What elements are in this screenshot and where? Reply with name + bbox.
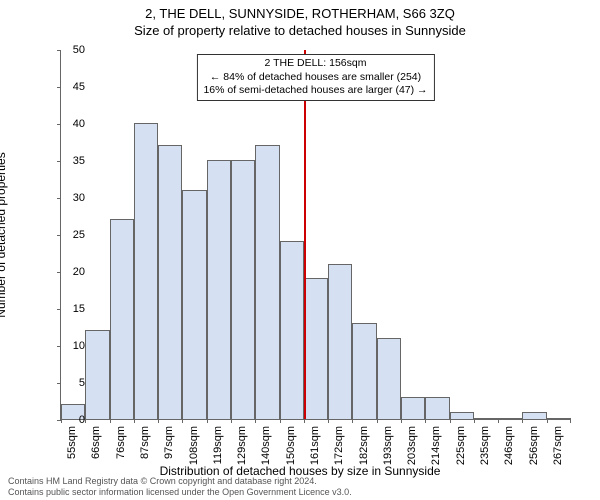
xtick-label: 108sqm — [188, 426, 200, 465]
xtick-label: 182sqm — [358, 426, 370, 465]
ytick-label: 45 — [55, 81, 85, 93]
bar — [498, 418, 522, 419]
xtick-label: 87sqm — [139, 426, 151, 459]
xtick-label: 193sqm — [382, 426, 394, 465]
xtick-mark — [401, 419, 402, 423]
bar — [134, 123, 158, 419]
xtick-label: 235sqm — [479, 426, 491, 465]
xtick-mark — [110, 419, 111, 423]
xtick-label: 161sqm — [309, 426, 321, 465]
bar — [401, 397, 425, 419]
bar — [85, 330, 109, 419]
xtick-mark — [255, 419, 256, 423]
xtick-mark — [85, 419, 86, 423]
page-subtitle: Size of property relative to detached ho… — [0, 21, 600, 38]
bar — [547, 418, 571, 419]
footer-line1: Contains HM Land Registry data © Crown c… — [8, 476, 352, 487]
ytick-label: 40 — [55, 118, 85, 130]
xtick-label: 214sqm — [430, 426, 442, 465]
annotation-line2: ← 84% of detached houses are smaller (25… — [203, 71, 427, 85]
annotation-box: 2 THE DELL: 156sqm ← 84% of detached hou… — [196, 54, 434, 101]
xtick-mark — [450, 419, 451, 423]
xtick-mark — [570, 419, 571, 423]
xtick-label: 76sqm — [115, 426, 127, 459]
bar — [255, 145, 279, 419]
bar — [450, 412, 474, 419]
xtick-mark — [158, 419, 159, 423]
xtick-mark — [304, 419, 305, 423]
xtick-label: 55sqm — [66, 426, 78, 459]
xtick-label: 66sqm — [90, 426, 102, 459]
xtick-mark — [522, 419, 523, 423]
chart-root: 2, THE DELL, SUNNYSIDE, ROTHERHAM, S66 3… — [0, 0, 600, 500]
footer-line2: Contains public sector information licen… — [8, 487, 352, 498]
xtick-label: 97sqm — [163, 426, 175, 459]
footer: Contains HM Land Registry data © Crown c… — [8, 476, 352, 498]
annotation-line1: 2 THE DELL: 156sqm — [203, 57, 427, 71]
ytick-label: 5 — [55, 377, 85, 389]
plot-area: 2 THE DELL: 156sqm ← 84% of detached hou… — [60, 50, 570, 420]
xtick-label: 172sqm — [333, 426, 345, 465]
bar — [182, 190, 206, 419]
xtick-label: 225sqm — [455, 426, 467, 465]
bar — [474, 418, 498, 419]
marker-line — [304, 50, 306, 419]
bar — [522, 412, 546, 419]
xtick-mark — [231, 419, 232, 423]
bar — [425, 397, 449, 419]
bar — [328, 264, 352, 419]
bar — [280, 241, 304, 419]
xtick-label: 129sqm — [236, 426, 248, 465]
annotation-line3: 16% of semi-detached houses are larger (… — [203, 84, 427, 98]
xtick-label: 150sqm — [285, 426, 297, 465]
xtick-mark — [352, 419, 353, 423]
xtick-mark — [207, 419, 208, 423]
ytick-label: 0 — [55, 414, 85, 426]
xtick-mark — [134, 419, 135, 423]
ytick-label: 15 — [55, 303, 85, 315]
bar — [158, 145, 182, 419]
xtick-mark — [377, 419, 378, 423]
xtick-mark — [425, 419, 426, 423]
xtick-mark — [182, 419, 183, 423]
xtick-mark — [498, 419, 499, 423]
xtick-mark — [474, 419, 475, 423]
bar — [377, 338, 401, 419]
xtick-label: 140sqm — [260, 426, 272, 465]
xtick-mark — [280, 419, 281, 423]
ytick-label: 30 — [55, 192, 85, 204]
xtick-label: 267sqm — [552, 426, 564, 465]
xtick-label: 246sqm — [503, 426, 515, 465]
ytick-label: 20 — [55, 266, 85, 278]
bars-container — [61, 50, 570, 419]
xtick-label: 256sqm — [528, 426, 540, 465]
y-axis-label: Number of detached properties — [0, 152, 8, 317]
ytick-label: 10 — [55, 340, 85, 352]
bar — [207, 160, 231, 419]
xtick-mark — [328, 419, 329, 423]
xtick-label: 119sqm — [212, 426, 224, 464]
ytick-label: 50 — [55, 44, 85, 56]
bar — [110, 219, 134, 419]
bar — [231, 160, 255, 419]
bar — [304, 278, 328, 419]
bar — [352, 323, 376, 419]
xtick-label: 203sqm — [406, 426, 418, 465]
ytick-label: 35 — [55, 155, 85, 167]
page-title: 2, THE DELL, SUNNYSIDE, ROTHERHAM, S66 3… — [0, 0, 600, 21]
ytick-label: 25 — [55, 229, 85, 241]
xtick-mark — [547, 419, 548, 423]
